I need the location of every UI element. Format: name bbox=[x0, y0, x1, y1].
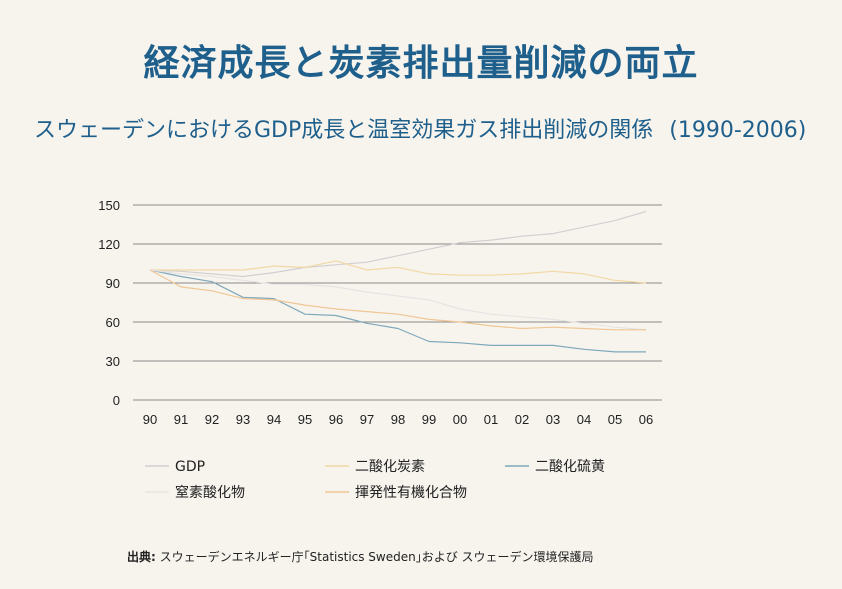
source-label: 出典: bbox=[127, 550, 156, 564]
y-tick-label: 30 bbox=[106, 354, 120, 369]
series-line-2 bbox=[149, 269, 646, 353]
x-tick-label: 92 bbox=[205, 412, 219, 427]
series-line-0 bbox=[149, 210, 647, 278]
y-tick-label: 0 bbox=[113, 393, 120, 408]
x-tick-label: 93 bbox=[236, 412, 250, 427]
x-tick-label: 00 bbox=[453, 412, 467, 427]
source-text: スウェーデンエネルギー庁｢Statistics Sweden｣および スウェーデ… bbox=[159, 550, 594, 564]
legend-label: GDP bbox=[175, 459, 205, 475]
grid-lines bbox=[133, 204, 662, 401]
x-tick-label: 98 bbox=[391, 412, 405, 427]
x-tick-label: 97 bbox=[360, 412, 374, 427]
y-axis-ticks: 0 30 60 90 120 150 bbox=[98, 198, 120, 408]
legend-label: 窒素酸化物 bbox=[175, 484, 245, 501]
x-tick-label: 04 bbox=[577, 412, 591, 427]
x-tick-label: 06 bbox=[639, 412, 653, 427]
legend-label: 二酸化炭素 bbox=[355, 459, 425, 475]
legend-label: 揮発性有機化合物 bbox=[355, 485, 467, 501]
page-title: 経済成長と炭素排出量削減の両立 bbox=[143, 43, 699, 84]
x-tick-label: 94 bbox=[267, 412, 281, 427]
x-tick-label: 01 bbox=[484, 412, 498, 427]
y-tick-label: 60 bbox=[106, 315, 120, 330]
x-tick-label: 95 bbox=[298, 412, 312, 427]
chart-subtitle: スウェーデンにおけるGDP成長と温室効果ガス排出削減の関係 (1990-2006) bbox=[34, 112, 806, 144]
x-tick-label: 05 bbox=[608, 412, 622, 427]
y-tick-label: 150 bbox=[98, 198, 120, 213]
source-note: 出典: スウェーデンエネルギー庁｢Statistics Sweden｣および ス… bbox=[127, 548, 594, 565]
x-tick-label: 96 bbox=[329, 412, 343, 427]
subtitle-text: スウェーデンにおけるGDP成長と温室効果ガス排出削減の関係 bbox=[34, 118, 654, 143]
series-line-3 bbox=[149, 269, 647, 331]
x-tick-label: 03 bbox=[546, 412, 560, 427]
x-tick-label: 99 bbox=[422, 412, 436, 427]
x-tick-label: 90 bbox=[143, 412, 157, 427]
y-tick-label: 120 bbox=[98, 237, 120, 252]
series-lines bbox=[149, 210, 647, 353]
x-axis-ticks: 90 91 92 93 94 95 96 97 98 99 00 01 02 03 04 05 06 bbox=[143, 412, 653, 427]
legend-label: 二酸化硫黄 bbox=[535, 458, 605, 475]
subtitle-years: (1990-2006) bbox=[669, 118, 807, 143]
series-line-1 bbox=[150, 260, 647, 284]
series-line-4 bbox=[149, 269, 646, 331]
x-tick-label: 91 bbox=[174, 412, 188, 427]
x-tick-label: 02 bbox=[515, 412, 529, 427]
y-tick-label: 90 bbox=[106, 276, 120, 291]
